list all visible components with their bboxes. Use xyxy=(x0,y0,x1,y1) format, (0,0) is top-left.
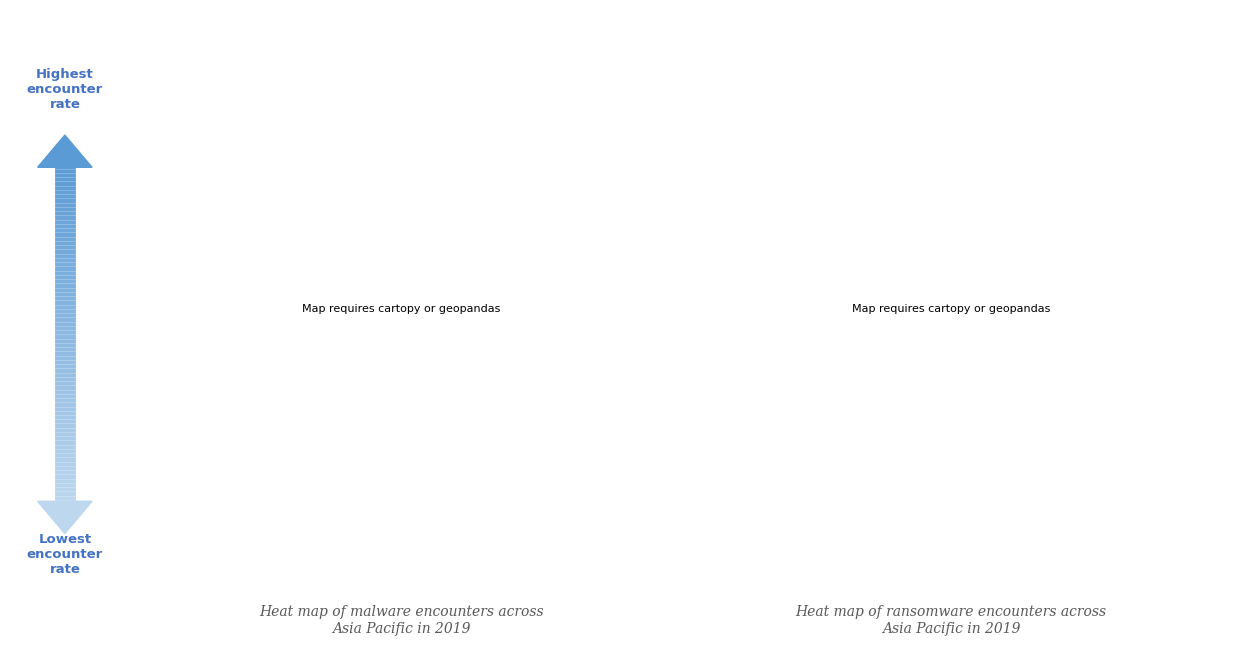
FancyArrow shape xyxy=(37,501,93,533)
Text: Highest
encounter
rate: Highest encounter rate xyxy=(27,68,103,111)
Text: Map requires cartopy or geopandas: Map requires cartopy or geopandas xyxy=(852,304,1050,314)
Text: Lowest
encounter
rate: Lowest encounter rate xyxy=(27,534,103,577)
Text: Map requires cartopy or geopandas: Map requires cartopy or geopandas xyxy=(303,304,500,314)
Text: Heat map of malware encounters across
Asia Pacific in 2019: Heat map of malware encounters across As… xyxy=(259,605,543,635)
Text: Heat map of ransomware encounters across
Asia Pacific in 2019: Heat map of ransomware encounters across… xyxy=(795,605,1107,635)
FancyArrow shape xyxy=(37,135,93,167)
